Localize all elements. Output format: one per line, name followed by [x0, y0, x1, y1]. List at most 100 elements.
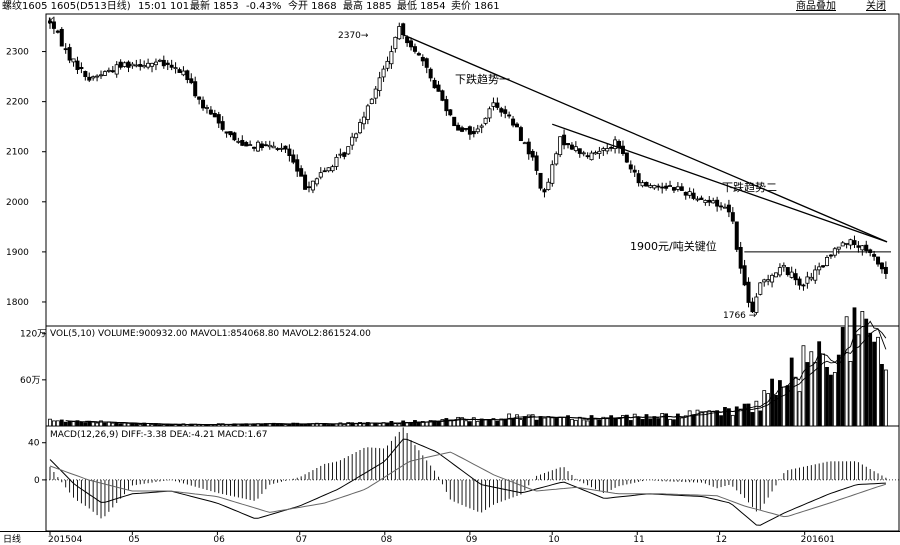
volume-bar	[711, 411, 716, 427]
volume-bar	[789, 357, 794, 427]
volume-bar	[652, 416, 657, 427]
candle-up	[354, 133, 359, 139]
volume-bar	[675, 413, 680, 427]
candle-up	[334, 156, 339, 167]
volume-bar	[91, 421, 96, 427]
trendline-two	[551, 123, 888, 243]
volume-bar	[864, 318, 869, 427]
candle-down	[307, 186, 312, 189]
volume-bar	[581, 419, 586, 427]
volume-bar	[393, 423, 398, 427]
volume-bar	[754, 400, 759, 427]
volume-bar	[287, 424, 292, 427]
volume-bar	[597, 419, 602, 427]
candle-down	[232, 132, 237, 141]
candle-up	[150, 62, 155, 67]
candle-down	[51, 21, 56, 29]
candle-down	[542, 189, 547, 193]
volume-bar	[546, 416, 551, 427]
volume-bars	[48, 307, 888, 427]
volume-bar	[699, 411, 704, 427]
volume-bar	[727, 408, 731, 427]
volume-bar	[672, 419, 676, 427]
volume-bar	[440, 419, 445, 427]
volume-bar	[707, 410, 712, 427]
date-tick-label: 05	[128, 535, 139, 545]
volume-bar	[734, 406, 739, 427]
volume-bar	[738, 408, 743, 427]
volume-bar	[836, 354, 841, 427]
volume-bar	[613, 418, 617, 427]
volume-bar	[617, 418, 621, 427]
volume-bar	[63, 421, 68, 427]
support-annotation: 1900元/吨关键位	[630, 239, 717, 253]
candle-up	[330, 166, 335, 172]
candle-up	[777, 267, 782, 276]
volume-bar	[624, 414, 629, 427]
volume-bar	[573, 419, 578, 427]
close-button[interactable]: 关闭	[866, 1, 886, 12]
date-tick-label: 07	[296, 535, 307, 545]
candle-down	[75, 60, 80, 70]
volume-bar	[350, 422, 355, 427]
candle-up	[840, 242, 845, 247]
volume-bar	[52, 420, 56, 427]
candle-down	[828, 254, 833, 257]
volume-bar	[844, 316, 849, 427]
candle-up	[146, 62, 151, 68]
volume-bar	[778, 380, 782, 427]
candle-up	[326, 167, 331, 172]
volume-bar	[299, 423, 304, 427]
candle-down	[518, 127, 523, 142]
candle-up	[377, 77, 382, 91]
candle-up	[558, 136, 563, 156]
price-ticks: 2300 2200 2100 2000 1900 1800	[6, 48, 46, 308]
volume-bar	[444, 418, 449, 427]
volume-bar	[358, 422, 362, 427]
candle-up	[142, 65, 147, 68]
price-tick-label: 2000	[6, 198, 29, 208]
candle-down	[636, 173, 641, 184]
volume-bar	[507, 413, 512, 427]
volume-bar	[118, 423, 123, 427]
candle-down	[48, 20, 53, 24]
candle-down	[291, 154, 296, 163]
trend-two-annotation: 下跌趋势二	[722, 180, 777, 194]
candle-up	[573, 146, 578, 151]
candle-up	[491, 102, 496, 107]
volume-bar	[679, 417, 684, 427]
candle-up	[365, 105, 370, 120]
candle-down	[448, 109, 453, 116]
candle-up	[789, 271, 794, 278]
candle-up	[809, 276, 814, 280]
volume-bar	[621, 415, 625, 427]
candle-down	[514, 123, 519, 128]
volume-bar	[534, 419, 539, 427]
date-tick-label: 12	[716, 535, 727, 545]
volume-bar	[303, 423, 307, 427]
volume-bar	[746, 403, 751, 427]
candle-down	[420, 56, 425, 62]
volume-bar	[876, 336, 880, 427]
candle-up	[722, 206, 727, 209]
candle-up	[338, 153, 343, 156]
candle-down	[577, 148, 582, 154]
volume-bar	[691, 414, 696, 427]
commodity-overlay-button[interactable]: 商品叠加	[796, 1, 836, 12]
volume-bar	[197, 424, 202, 427]
macd-ticks: 40 0	[28, 439, 46, 486]
volume-bar	[157, 424, 162, 427]
high-price: 最高 1885	[343, 1, 392, 12]
candle-down	[252, 146, 257, 149]
volume-bar	[570, 418, 574, 427]
volume-bar	[432, 420, 437, 427]
volume-bar	[821, 353, 825, 427]
candle-up	[695, 198, 700, 201]
trendline-one	[401, 33, 888, 243]
candle-up	[687, 191, 692, 196]
candle-up	[487, 108, 492, 119]
volume-bar	[566, 415, 570, 427]
candle-down	[624, 152, 629, 163]
candle-up	[153, 61, 158, 66]
